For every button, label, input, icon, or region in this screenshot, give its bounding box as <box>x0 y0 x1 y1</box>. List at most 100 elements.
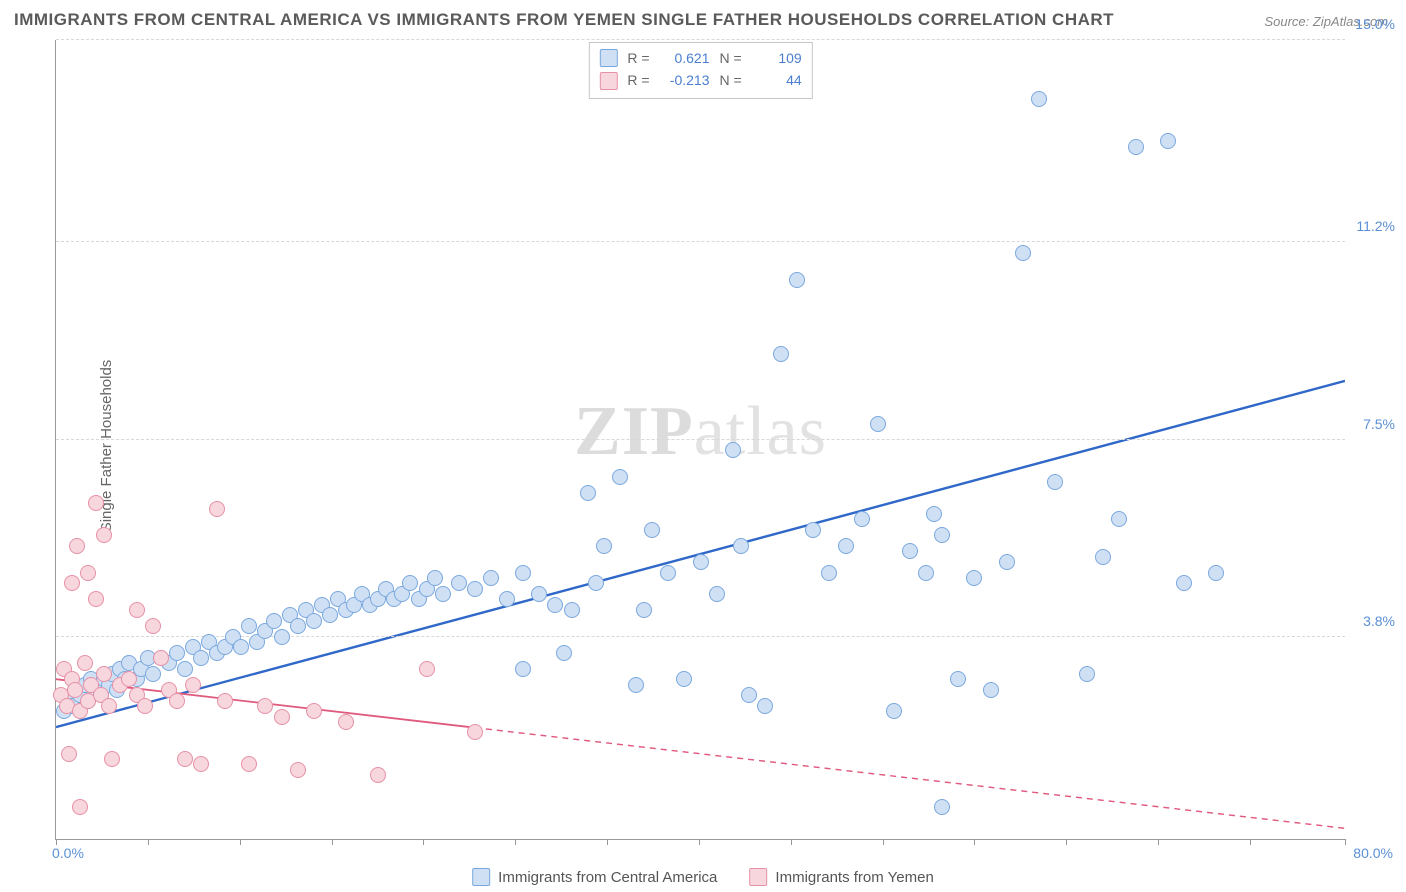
gridline <box>56 439 1345 440</box>
data-point <box>556 645 572 661</box>
data-point <box>612 469 628 485</box>
data-point <box>902 543 918 559</box>
data-point <box>217 693 233 709</box>
data-point <box>266 613 282 629</box>
series-swatch <box>749 868 767 886</box>
data-point <box>322 607 338 623</box>
data-point <box>588 575 604 591</box>
stat-label: R = <box>627 47 649 69</box>
x-axis-max-label: 80.0% <box>1353 845 1393 861</box>
data-point <box>1176 575 1192 591</box>
data-point <box>467 724 483 740</box>
data-point <box>274 629 290 645</box>
data-point <box>580 485 596 501</box>
data-point <box>918 565 934 581</box>
data-point <box>88 495 104 511</box>
x-tick <box>515 839 516 845</box>
data-point <box>80 565 96 581</box>
data-point <box>274 709 290 725</box>
stat-label: N = <box>720 69 742 91</box>
y-tick-label: 3.8% <box>1363 613 1395 629</box>
data-point <box>233 639 249 655</box>
x-tick <box>1066 839 1067 845</box>
stats-row: R = 0.621 N = 109 <box>599 47 801 69</box>
x-tick <box>332 839 333 845</box>
data-point <box>193 756 209 772</box>
data-point <box>69 538 85 554</box>
trend-line-dashed <box>475 728 1345 829</box>
data-point <box>290 618 306 634</box>
data-point <box>636 602 652 618</box>
x-axis-origin-label: 0.0% <box>52 845 84 861</box>
data-point <box>1079 666 1095 682</box>
data-point <box>290 762 306 778</box>
y-tick-label: 7.5% <box>1363 416 1395 432</box>
data-point <box>451 575 467 591</box>
data-point <box>733 538 749 554</box>
x-tick <box>699 839 700 845</box>
data-point <box>854 511 870 527</box>
data-point <box>145 666 161 682</box>
data-point <box>193 650 209 666</box>
data-point <box>257 698 273 714</box>
data-point <box>104 751 120 767</box>
data-point <box>741 687 757 703</box>
data-point <box>886 703 902 719</box>
data-point <box>999 554 1015 570</box>
x-tick <box>148 839 149 845</box>
stat-r-value: -0.213 <box>660 69 710 91</box>
watermark: ZIPatlas <box>574 392 827 472</box>
stat-n-value: 44 <box>752 69 802 91</box>
data-point <box>1128 139 1144 155</box>
data-point <box>676 671 692 687</box>
x-tick <box>883 839 884 845</box>
data-point <box>870 416 886 432</box>
x-tick <box>1158 839 1159 845</box>
data-point <box>773 346 789 362</box>
x-tick <box>974 839 975 845</box>
data-point <box>644 522 660 538</box>
data-point <box>499 591 515 607</box>
bottom-legend: Immigrants from Central America Immigran… <box>472 868 934 886</box>
data-point <box>419 661 435 677</box>
stat-label: R = <box>627 69 649 91</box>
data-point <box>96 666 112 682</box>
data-point <box>64 575 80 591</box>
data-point <box>660 565 676 581</box>
data-point <box>1015 245 1031 261</box>
stats-row: R = -0.213 N = 44 <box>599 69 801 91</box>
data-point <box>241 618 257 634</box>
data-point <box>821 565 837 581</box>
x-tick <box>56 839 57 845</box>
data-point <box>1160 133 1176 149</box>
data-point <box>934 799 950 815</box>
correlation-stats-box: R = 0.621 N = 109 R = -0.213 N = 44 <box>588 42 812 99</box>
x-tick <box>1345 839 1346 845</box>
data-point <box>983 682 999 698</box>
series-swatch <box>599 49 617 67</box>
data-point <box>628 677 644 693</box>
y-tick-label: 11.2% <box>1356 218 1395 234</box>
legend-label: Immigrants from Central America <box>498 869 717 886</box>
data-point <box>169 693 185 709</box>
data-point <box>531 586 547 602</box>
data-point <box>185 677 201 693</box>
data-point <box>153 650 169 666</box>
data-point <box>169 645 185 661</box>
chart-plot-area: ZIPatlas R = 0.621 N = 109 R = -0.213 N … <box>55 40 1345 840</box>
data-point <box>435 586 451 602</box>
data-point <box>693 554 709 570</box>
x-tick <box>423 839 424 845</box>
legend-item: Immigrants from Central America <box>472 868 717 886</box>
data-point <box>709 586 725 602</box>
data-point <box>547 597 563 613</box>
data-point <box>515 661 531 677</box>
data-point <box>88 591 104 607</box>
page-title: IMMIGRANTS FROM CENTRAL AMERICA VS IMMIG… <box>14 10 1114 30</box>
data-point <box>241 756 257 772</box>
data-point <box>467 581 483 597</box>
data-point <box>177 661 193 677</box>
data-point <box>1047 474 1063 490</box>
data-point <box>145 618 161 634</box>
data-point <box>402 575 418 591</box>
